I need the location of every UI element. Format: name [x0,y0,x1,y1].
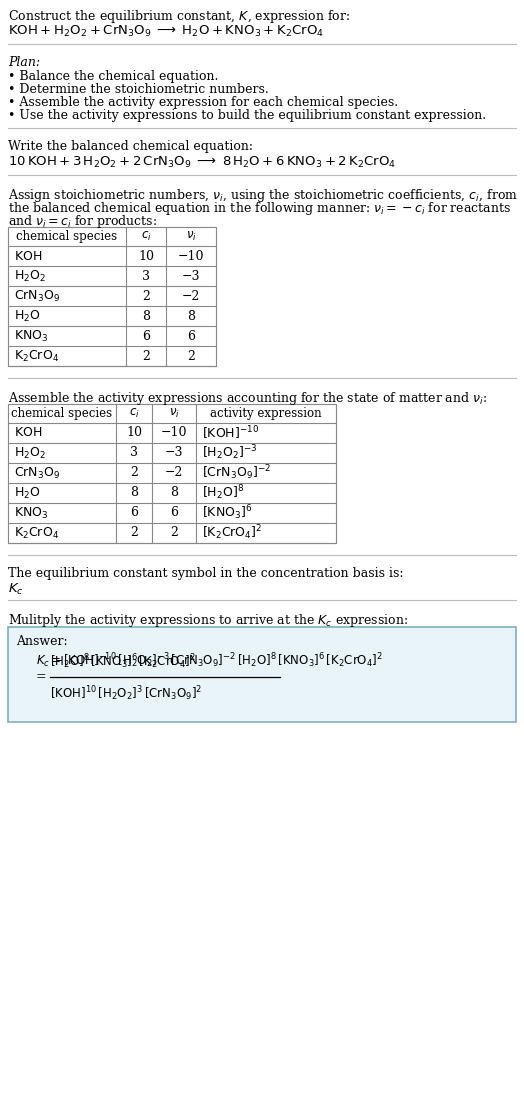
Text: 10: 10 [138,250,154,263]
Text: • Use the activity expressions to build the equilibrium constant expression.: • Use the activity expressions to build … [8,109,486,122]
Text: −3: −3 [182,270,200,283]
Text: • Determine the stoichiometric numbers.: • Determine the stoichiometric numbers. [8,83,269,96]
Text: $\mathregular{[H_2O]^{8}\,[KNO_3]^{6}\,[K_2CrO_4]^{2}}$: $\mathregular{[H_2O]^{8}\,[KNO_3]^{6}\,[… [50,652,196,671]
Text: chemical species: chemical species [16,230,117,243]
Text: $\nu_i$: $\nu_i$ [169,407,179,420]
Text: 6: 6 [142,329,150,343]
Text: −10: −10 [178,250,204,263]
Text: 2: 2 [142,290,150,303]
Text: $\mathregular{K_2CrO_4}$: $\mathregular{K_2CrO_4}$ [14,348,59,364]
Text: $\mathregular{KNO_3}$: $\mathregular{KNO_3}$ [14,328,48,344]
Text: −2: −2 [165,466,183,480]
Text: $\mathregular{[H_2O_2]^{-3}}$: $\mathregular{[H_2O_2]^{-3}}$ [202,443,257,462]
Text: 2: 2 [187,349,195,362]
Text: $\mathregular{[H_2O]^{8}}$: $\mathregular{[H_2O]^{8}}$ [202,484,244,503]
Text: Answer:: Answer: [16,635,68,648]
Bar [8,404,336,543]
Text: the balanced chemical equation in the following manner: $\nu_i = -c_i$ for react: the balanced chemical equation in the fo… [8,200,511,217]
Text: 8: 8 [170,486,178,499]
Text: $c_i$: $c_i$ [129,407,139,420]
Text: 3: 3 [142,270,150,283]
Text: chemical species: chemical species [12,407,113,420]
Text: $\mathregular{[KOH]^{10}\,[H_2O_2]^{3}\,[CrN_3O_9]^{2}}$: $\mathregular{[KOH]^{10}\,[H_2O_2]^{3}\,… [50,684,202,703]
Text: 2: 2 [170,526,178,539]
Text: Construct the equilibrium constant, $K$, expression for:: Construct the equilibrium constant, $K$,… [8,8,350,25]
Text: $\mathregular{H_2O}$: $\mathregular{H_2O}$ [14,308,40,324]
Text: $\mathregular{KOH + H_2O_2 + CrN_3O_9}$$\mathregular{\;\longrightarrow\;}$$\math: $\mathregular{KOH + H_2O_2 + CrN_3O_9}$$… [8,24,324,39]
Bar [8,227,216,366]
Text: 2: 2 [142,349,150,362]
Text: $\nu_i$: $\nu_i$ [185,230,196,243]
Text: Plan:: Plan: [8,56,40,69]
Text: 2: 2 [130,466,138,480]
Text: 6: 6 [170,506,178,519]
Text: Assign stoichiometric numbers, $\nu_i$, using the stoichiometric coefficients, $: Assign stoichiometric numbers, $\nu_i$, … [8,187,518,204]
Text: $\mathregular{CrN_3O_9}$: $\mathregular{CrN_3O_9}$ [14,465,60,481]
Text: 8: 8 [142,309,150,323]
Text: • Assemble the activity expression for each chemical species.: • Assemble the activity expression for e… [8,96,398,109]
Text: Assemble the activity expressions accounting for the state of matter and $\nu_i$: Assemble the activity expressions accoun… [8,390,487,407]
Text: 2: 2 [130,526,138,539]
FancyBboxPatch shape [8,627,516,722]
Text: 8: 8 [130,486,138,499]
Text: $\mathregular{10\,KOH + 3\,H_2O_2 + 2\,CrN_3O_9}$$\mathregular{\;\longrightarrow: $\mathregular{10\,KOH + 3\,H_2O_2 + 2\,C… [8,155,396,170]
Text: $\mathregular{[K_2CrO_4]^{2}}$: $\mathregular{[K_2CrO_4]^{2}}$ [202,524,263,543]
Text: Mulitply the activity expressions to arrive at the $K_c$ expression:: Mulitply the activity expressions to arr… [8,612,408,629]
Text: $c_i$: $c_i$ [140,230,151,243]
Text: 6: 6 [130,506,138,519]
Text: • Balance the chemical equation.: • Balance the chemical equation. [8,70,219,83]
Text: Write the balanced chemical equation:: Write the balanced chemical equation: [8,140,253,152]
Text: $\mathregular{K_2CrO_4}$: $\mathregular{K_2CrO_4}$ [14,526,59,540]
Text: $\mathregular{KOH}$: $\mathregular{KOH}$ [14,250,42,263]
Text: $\mathregular{H_2O}$: $\mathregular{H_2O}$ [14,485,40,501]
Text: $\mathregular{KOH}$: $\mathregular{KOH}$ [14,427,42,440]
Text: $\mathregular{[KOH]^{-10}}$: $\mathregular{[KOH]^{-10}}$ [202,424,259,442]
Text: 8: 8 [187,309,195,323]
Text: activity expression: activity expression [210,407,322,420]
Text: 3: 3 [130,446,138,460]
Text: and $\nu_i = c_i$ for products:: and $\nu_i = c_i$ for products: [8,213,157,230]
Text: −3: −3 [165,446,183,460]
Text: $\mathregular{H_2O_2}$: $\mathregular{H_2O_2}$ [14,445,46,461]
Text: $K_c = \mathregular{[KOH]^{-10}\,[H_2O_2]^{-3}\,[CrN_3O_9]^{-2}\,[H_2O]^{8}\,[KN: $K_c = \mathregular{[KOH]^{-10}\,[H_2O_2… [36,651,383,670]
Text: −10: −10 [161,427,187,440]
Text: $\mathregular{[KNO_3]^{6}}$: $\mathregular{[KNO_3]^{6}}$ [202,504,252,523]
Text: −2: −2 [182,290,200,303]
Text: $\mathregular{KNO_3}$: $\mathregular{KNO_3}$ [14,505,48,520]
Text: $\mathregular{[CrN_3O_9]^{-2}}$: $\mathregular{[CrN_3O_9]^{-2}}$ [202,464,271,483]
Text: The equilibrium constant symbol in the concentration basis is:: The equilibrium constant symbol in the c… [8,567,403,580]
Text: $\mathregular{CrN_3O_9}$: $\mathregular{CrN_3O_9}$ [14,288,60,304]
Text: =: = [36,671,47,684]
Text: $\mathregular{H_2O_2}$: $\mathregular{H_2O_2}$ [14,269,46,284]
Text: 6: 6 [187,329,195,343]
Text: $K_c$: $K_c$ [8,582,24,597]
Text: 10: 10 [126,427,142,440]
